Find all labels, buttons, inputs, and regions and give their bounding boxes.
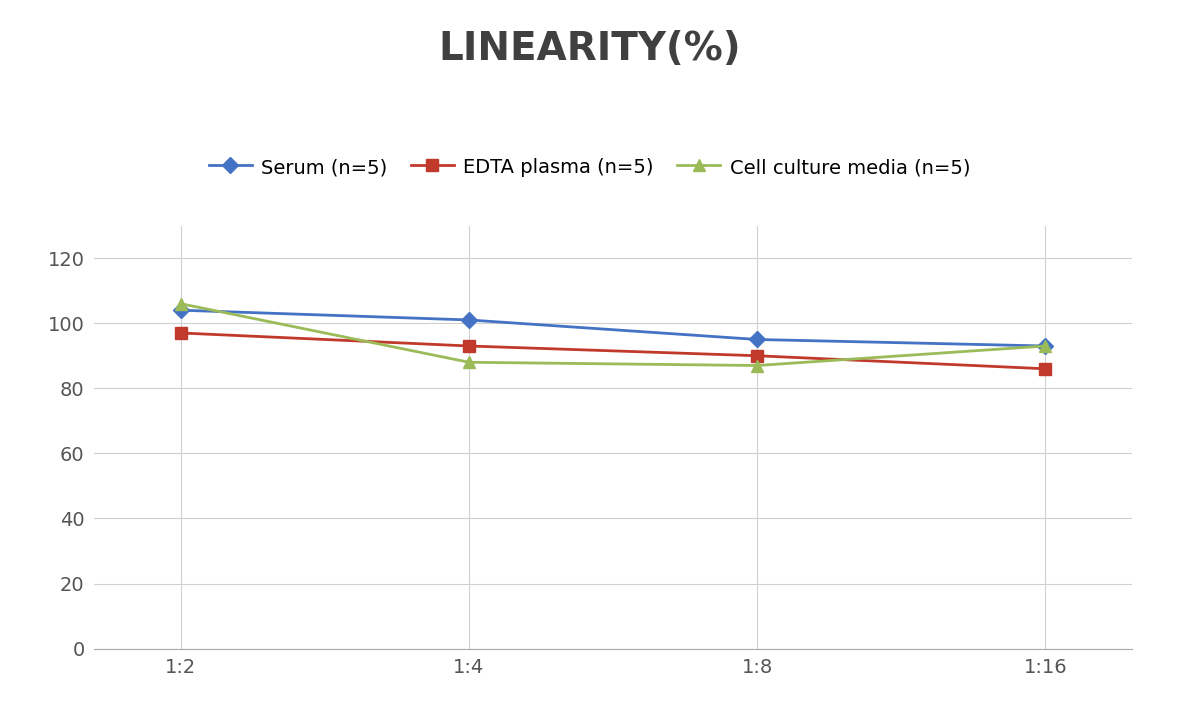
Line: EDTA plasma (n=5): EDTA plasma (n=5) [176,327,1050,374]
EDTA plasma (n=5) [462,342,476,350]
Cell culture media (n=5) [1039,342,1053,350]
Line: Serum (n=5): Serum (n=5) [176,305,1050,352]
Serum (n=5) [462,316,476,324]
EDTA plasma (n=5) [173,329,187,337]
Cell culture media (n=5) [750,361,764,369]
Serum (n=5) [750,336,764,344]
Cell culture media (n=5) [173,300,187,308]
Serum (n=5) [173,306,187,314]
EDTA plasma (n=5) [750,352,764,360]
Cell culture media (n=5) [462,358,476,367]
Legend: Serum (n=5), EDTA plasma (n=5), Cell culture media (n=5): Serum (n=5), EDTA plasma (n=5), Cell cul… [209,158,970,177]
Line: Cell culture media (n=5): Cell culture media (n=5) [176,298,1050,371]
Text: LINEARITY(%): LINEARITY(%) [439,30,740,68]
Serum (n=5) [1039,342,1053,350]
EDTA plasma (n=5) [1039,364,1053,373]
